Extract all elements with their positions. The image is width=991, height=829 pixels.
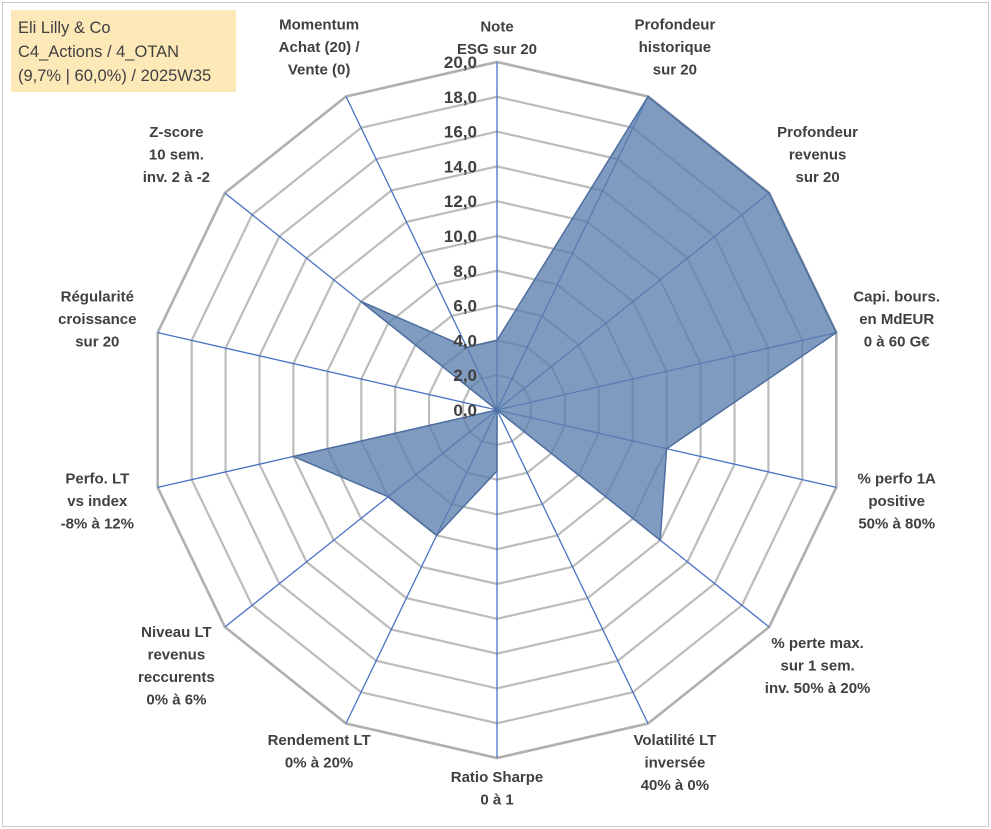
radar-axis-labels: Note ESG sur 20 Profondeur historique sur 20… — [58, 16, 940, 808]
axis-label-12: Z-score 10 sem. inv. 2 à -2 — [143, 124, 210, 186]
axis-label-11: Régularité croissance sur 20 — [58, 288, 136, 350]
axis-label-9: Niveau LT revenus reccurents 0% à 6% — [138, 624, 215, 709]
series-point-3 — [835, 331, 838, 334]
spoke-6 — [496, 409, 649, 724]
axis-label-1: Profondeur historique sur 20 — [634, 16, 715, 78]
tick-label-9: 18,0 — [444, 88, 477, 107]
series-point-13 — [466, 346, 468, 349]
axis-label-4: % perfo 1A positive 50% à 80% — [858, 471, 937, 533]
radar-series — [290, 95, 838, 542]
tick-label-4: 8,0 — [453, 262, 477, 281]
tick-label-6: 12,0 — [444, 192, 477, 211]
series-point-2 — [768, 192, 770, 194]
series-point-7 — [496, 470, 498, 472]
info-box: Eli Lilly & Co C4_Actions / 4_OTAN (9,7%… — [11, 10, 236, 92]
series-point-9 — [387, 496, 390, 498]
axis-label-3: Capi. bours. en MdEUR 0 à 60 G€ — [853, 288, 940, 350]
tick-label-2: 4,0 — [453, 331, 477, 350]
series-point-4 — [665, 447, 668, 450]
series-area — [290, 95, 838, 542]
axis-label-8: Rendement LT 0% à 20% — [268, 732, 371, 772]
tick-label-5: 10,0 — [444, 227, 477, 246]
tick-label-10: 20,0 — [444, 53, 477, 72]
company-name: Eli Lilly & Co — [18, 19, 111, 37]
series-point-11 — [496, 409, 498, 411]
tick-label-0: 0,0 — [453, 401, 477, 420]
tick-label-8: 16,0 — [444, 123, 477, 142]
series-point-8 — [435, 534, 438, 537]
weights-and-week: (9,7% | 60,0%) / 2025W35 — [18, 67, 212, 85]
series-point-0 — [496, 339, 498, 342]
axis-label-6: Volatilité LT inversée 40% à 0% — [634, 732, 717, 794]
portfolio-category: C4_Actions / 4_OTAN — [18, 43, 180, 61]
axis-label-10: Perfo. LT vs index -8% à 12% — [61, 471, 134, 533]
axis-label-2: Profondeur revenus sur 20 — [777, 124, 858, 186]
series-point-12 — [360, 300, 362, 303]
axis-label-5: % perte max. sur 1 sem. inv. 50% à 20% — [765, 635, 871, 697]
series-point-5 — [659, 539, 661, 541]
radar-tick-labels: 0,0 2,0 4,0 6,0 8,0 10,0 12,0 14,0 16,0 18,0 20,0 — [444, 53, 477, 420]
tick-label-7: 14,0 — [444, 157, 477, 176]
axis-label-0: Note ESG sur 20 — [457, 19, 537, 59]
tick-label-1: 2,0 — [453, 366, 477, 385]
spoke-11 — [157, 331, 498, 411]
series-point-10 — [292, 455, 295, 458]
axis-label-7: Ratio Sharpe 0 à 1 — [451, 769, 544, 809]
axis-label-13: Momentum Achat (20) / Vente (0) — [279, 16, 361, 78]
tick-label-3: 6,0 — [453, 297, 477, 316]
series-point-1 — [647, 95, 649, 98]
